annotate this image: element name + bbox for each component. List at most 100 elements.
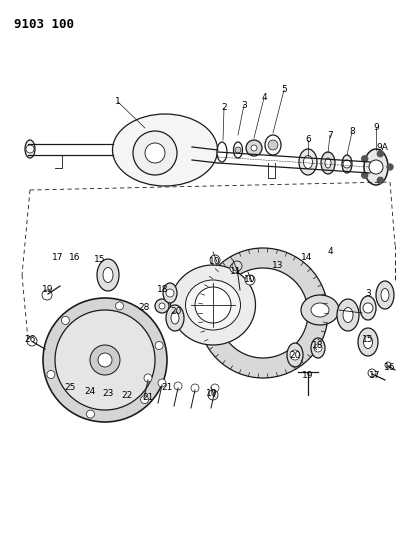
Circle shape (198, 248, 328, 378)
Circle shape (385, 362, 391, 368)
Text: 23: 23 (102, 389, 114, 398)
Text: 15: 15 (94, 255, 106, 264)
Ellipse shape (360, 296, 376, 320)
Text: 20: 20 (289, 351, 301, 359)
Ellipse shape (311, 303, 329, 317)
Circle shape (369, 160, 383, 174)
Ellipse shape (97, 259, 119, 291)
Text: 17: 17 (369, 370, 381, 379)
Text: 4: 4 (261, 93, 267, 102)
Circle shape (290, 350, 300, 360)
Circle shape (387, 164, 393, 170)
Ellipse shape (358, 328, 378, 356)
Text: 16: 16 (69, 254, 81, 262)
Ellipse shape (364, 149, 388, 185)
Circle shape (218, 268, 308, 358)
Circle shape (211, 384, 219, 392)
Text: 11: 11 (230, 268, 242, 277)
Ellipse shape (321, 152, 335, 174)
Circle shape (362, 172, 368, 178)
Text: 24: 24 (84, 387, 96, 397)
Text: 21: 21 (161, 383, 173, 392)
Text: 5: 5 (281, 85, 287, 94)
Circle shape (208, 390, 218, 400)
Text: 21: 21 (142, 392, 154, 401)
Circle shape (251, 145, 257, 151)
Ellipse shape (303, 156, 312, 168)
Circle shape (26, 145, 34, 153)
Circle shape (195, 287, 231, 323)
Circle shape (43, 298, 167, 422)
Ellipse shape (265, 135, 281, 155)
Text: 16: 16 (384, 364, 396, 373)
Circle shape (174, 382, 182, 390)
Ellipse shape (337, 299, 359, 331)
Ellipse shape (325, 158, 331, 168)
Text: 1: 1 (115, 98, 121, 107)
Text: 19: 19 (42, 286, 54, 295)
Text: 26: 26 (24, 335, 36, 344)
Circle shape (191, 384, 199, 392)
Text: 7: 7 (327, 131, 333, 140)
Ellipse shape (113, 114, 217, 186)
Ellipse shape (171, 265, 256, 345)
Text: 20: 20 (170, 308, 182, 317)
Ellipse shape (25, 140, 35, 158)
Text: 10: 10 (206, 389, 218, 398)
Ellipse shape (217, 142, 227, 162)
Ellipse shape (376, 281, 394, 309)
Ellipse shape (363, 335, 372, 349)
Text: 9103 100: 9103 100 (14, 18, 74, 31)
Text: 18: 18 (157, 286, 169, 295)
Circle shape (166, 289, 174, 297)
Circle shape (86, 410, 95, 418)
Circle shape (47, 370, 55, 378)
Text: 3: 3 (365, 288, 371, 297)
Circle shape (268, 140, 278, 150)
Circle shape (314, 344, 322, 352)
Ellipse shape (166, 305, 184, 331)
Circle shape (133, 131, 177, 175)
Circle shape (145, 143, 165, 163)
Text: 2: 2 (221, 103, 227, 112)
Circle shape (155, 342, 163, 350)
Circle shape (42, 290, 52, 300)
Text: 9A: 9A (376, 142, 388, 151)
Ellipse shape (342, 155, 352, 173)
Text: 28: 28 (139, 303, 150, 312)
Ellipse shape (343, 308, 353, 322)
Ellipse shape (311, 338, 325, 358)
Circle shape (55, 310, 155, 410)
Circle shape (377, 177, 383, 183)
Circle shape (377, 151, 383, 157)
Text: 4: 4 (327, 247, 333, 256)
Text: 17: 17 (52, 254, 64, 262)
Text: 19: 19 (302, 370, 314, 379)
Circle shape (368, 369, 376, 377)
Text: 22: 22 (121, 392, 133, 400)
Text: 25: 25 (64, 384, 76, 392)
Text: 13: 13 (272, 261, 284, 270)
Ellipse shape (301, 295, 339, 325)
Circle shape (155, 299, 169, 313)
Ellipse shape (171, 312, 179, 324)
Ellipse shape (185, 280, 240, 330)
Circle shape (141, 395, 149, 403)
Ellipse shape (287, 343, 303, 367)
Text: 9: 9 (373, 123, 379, 132)
Circle shape (245, 275, 255, 285)
Text: 18: 18 (312, 341, 324, 350)
Circle shape (115, 302, 123, 310)
Circle shape (159, 303, 165, 309)
Ellipse shape (233, 142, 242, 158)
Circle shape (232, 261, 242, 271)
Ellipse shape (299, 149, 317, 175)
Text: 10: 10 (209, 257, 221, 266)
Text: 14: 14 (301, 254, 313, 262)
Text: 3: 3 (241, 101, 247, 109)
Circle shape (158, 379, 166, 387)
Circle shape (61, 317, 69, 325)
Text: 6: 6 (305, 135, 311, 144)
Circle shape (210, 255, 220, 265)
Text: 8: 8 (349, 127, 355, 136)
